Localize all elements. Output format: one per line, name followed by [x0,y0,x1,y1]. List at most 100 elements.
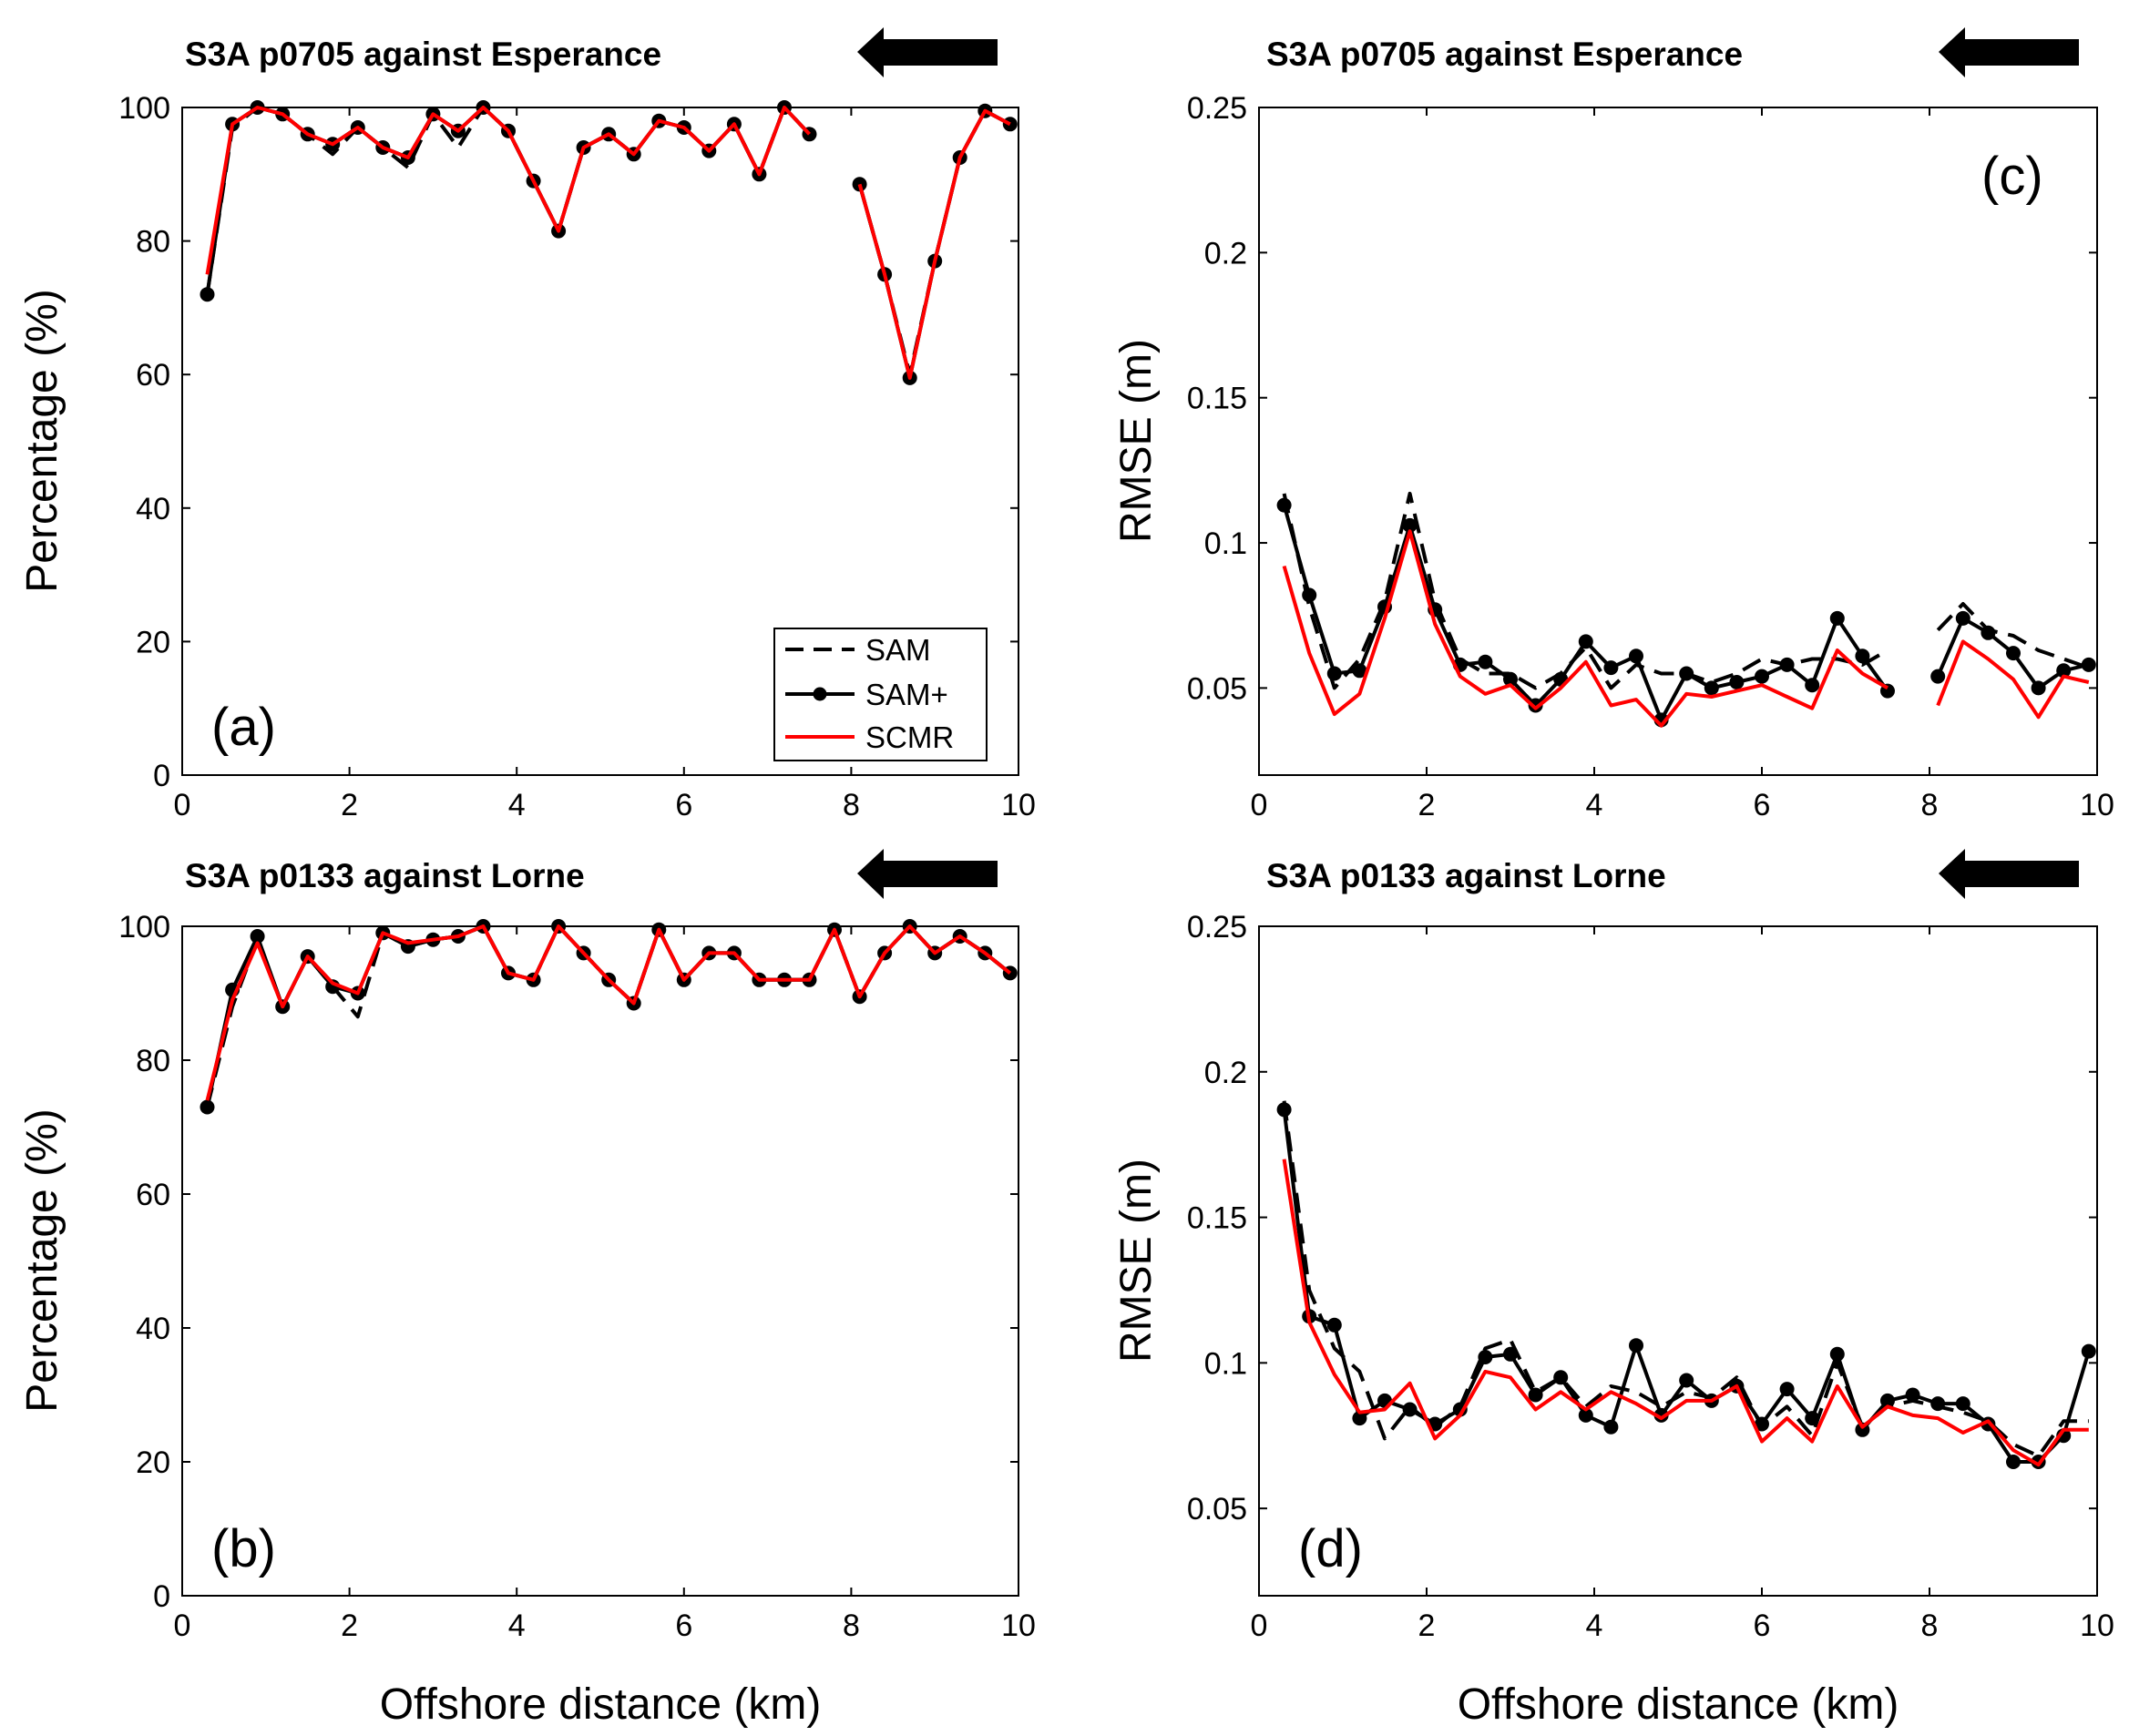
panel-c-series-sam-plus-point-1 [1302,587,1317,603]
panel-b-ylabel: Percentage (%) [18,1108,67,1413]
x-axis-title-left: Offshore distance (km) [380,1680,822,1729]
panel-c-series-sam-plus-point-13 [1603,660,1619,676]
panel-a-direction-arrow [857,27,998,77]
panel-d-xtick-label-4: 4 [1586,1608,1603,1643]
panel-b-ytick-label-0: 0 [153,1579,170,1614]
panel-c-series-sam-plus-point-16 [1679,666,1694,681]
panel-d-series-sam-plus-point-20 [1779,1382,1795,1397]
panel-b-xtick-label-2: 2 [341,1608,358,1643]
panel-c-ytick-label-0: 0.05 [1187,671,1247,706]
panel-d-series-sam-plus-point-22 [1829,1346,1845,1362]
panel-d-series-sam-plus-point-27 [1955,1396,1970,1412]
panel-d-x-ticks: 0 2 4 6 8 10 [1251,926,2114,1643]
legend-sam-plus-marker [813,687,827,701]
panel-c-x-ticks: 0 2 4 6 8 10 [1251,107,2114,822]
panel-c-ytick-label-3: 0.2 [1204,236,1247,271]
panel-c-ytick-label-4: 0.25 [1187,91,1247,126]
panel-d-series-sam-plus-point-11 [1553,1370,1569,1385]
panel-b-title: S3A p0133 against Lorne [185,857,585,894]
panel-b-xtick-label-8: 8 [843,1608,860,1643]
legend-scmr-label: SCMR [865,720,954,754]
panel-c-series-sam-plus-point-21 [1805,678,1820,693]
panel-b: S3A p0133 against Lorne 0 2 4 6 8 10 0 20 40 60 8… [18,849,1036,1643]
panel-c-series-sam-plus-point-32 [2081,657,2096,672]
panel-d-xtick-label-0: 0 [1251,1608,1268,1643]
panel-c-xtick-label-8: 8 [1921,788,1939,822]
panel-d-axes-frame [1258,925,2098,1597]
panel-d-series-sam-plus-point-10 [1528,1387,1543,1403]
panel-c-ylabel: RMSE (m) [1112,339,1161,543]
panel-c-series-sam-plus-line [1282,505,2090,722]
panel-d-ytick-label-4: 0.25 [1187,910,1247,945]
panel-a-series-sam-plus-point-0 [200,287,215,302]
legend-sam-label: SAM [865,633,931,667]
panel-a-xtick-label-8: 8 [843,788,860,822]
panel-c-xtick-label-6: 6 [1754,788,1771,822]
panel-d-ylabel: RMSE (m) [1112,1159,1161,1363]
panel-b-ytick-label-4: 80 [136,1044,170,1078]
panel-d-series-sam-plus-point-24 [1880,1393,1895,1408]
x-axis-title-right: Offshore distance (km) [1458,1680,1899,1729]
panel-d-series [1276,1100,2096,1469]
panel-c-series-sam-plus-point-2 [1326,666,1342,681]
panel-b-ytick-label-5: 100 [118,910,170,945]
panel-a-xtick-label-10: 10 [1001,788,1036,822]
panel-a: S3A p0705 against Esperance 0 2 4 6 8 10 0 20 4… [18,27,1036,822]
panel-c-series [1276,491,2096,728]
panel-a-ytick-label-4: 80 [136,225,170,260]
panel-c: S3A p0705 against Esperance 0 2 4 6 8 10 0.05… [1112,27,2114,822]
legend-sam-plus-label: SAM+ [865,678,948,711]
panel-c-series-sam-plus-point-10 [1528,698,1543,713]
panel-b-series [200,919,1018,1115]
panel-b-ytick-label-2: 40 [136,1312,170,1346]
panel-a-axes-frame [181,107,1019,776]
panel-d-series-sam-plus-point-32 [2081,1343,2096,1359]
panel-c-series-sam-plus-point-0 [1276,497,1292,513]
panel-a-xtick-label-6: 6 [675,788,692,822]
panel-a-title: S3A p0705 against Esperance [185,36,661,73]
panel-d-series-sam-plus-point-3 [1352,1411,1367,1426]
panel-c-series-sam-plus-point-5 [1402,517,1418,533]
panel-c-xtick-label-2: 2 [1418,788,1436,822]
panel-b-xtick-label-10: 10 [1001,1608,1036,1643]
panel-c-series-sam-plus-point-26 [1930,669,1946,684]
panel-c-series-sam-plus-point-3 [1352,663,1367,679]
panel-d-series-sam-plus-point-8 [1478,1350,1493,1364]
panel-a-ytick-label-5: 100 [118,91,170,126]
panel-b-xtick-label-4: 4 [508,1608,526,1643]
panel-b-ytick-label-1: 20 [136,1445,170,1480]
panel-d-y-ticks: 0.05 0.1 0.15 0.2 0.25 [1187,910,2097,1527]
panel-a-ytick-label-1: 20 [136,625,170,659]
panel-c-series-scmr-line [1282,529,2090,728]
panel-d-series-scmr-line [1282,1159,2089,1467]
panel-c-letter: (c) [1981,147,2043,206]
panel-d-series-sam-plus-point-29 [2006,1455,2021,1469]
panel-d-series-sam-plus-point-14 [1629,1338,1643,1353]
panel-c-series-sam-plus-point-23 [1855,648,1870,664]
panel-b-letter: (b) [211,1519,276,1578]
panel-b-series-sam-plus-point-2 [250,929,265,944]
panel-d-series-sam-plus-point-13 [1603,1419,1619,1435]
panel-d-ytick-label-1: 0.1 [1204,1346,1247,1381]
panel-c-series-sam-plus-point-14 [1629,648,1643,664]
panel-d-ytick-label-0: 0.05 [1187,1492,1247,1527]
panel-a-x-ticks: 0 2 4 6 8 10 [174,107,1036,822]
panel-b-ytick-label-3: 60 [136,1178,170,1212]
panel-a-ytick-label-0: 0 [153,759,170,793]
panel-c-series-sam-plus-point-17 [1704,680,1719,696]
panel-b-series-scmr-line [205,924,1012,1101]
panel-c-series-sam-plus-point-20 [1779,657,1795,672]
panel-c-y-ticks: 0.05 0.1 0.15 0.2 0.25 [1187,91,2097,706]
panel-d-direction-arrow [1939,849,2079,899]
panel-d-xtick-label-8: 8 [1921,1608,1939,1643]
panel-d-letter: (d) [1298,1519,1363,1578]
panel-d-ytick-label-2: 0.15 [1187,1201,1247,1236]
panel-b-x-ticks: 0 2 4 6 8 10 [174,926,1036,1643]
panel-c-series-sam-plus-point-30 [2031,680,2046,696]
panel-c-ytick-label-2: 0.15 [1187,382,1247,416]
panel-b-axes-frame [181,925,1019,1597]
panel-c-series-sam-plus-point-28 [1981,625,1996,640]
panel-b-direction-arrow [857,849,998,899]
panel-d-series-sam-plus-point-9 [1503,1346,1518,1362]
